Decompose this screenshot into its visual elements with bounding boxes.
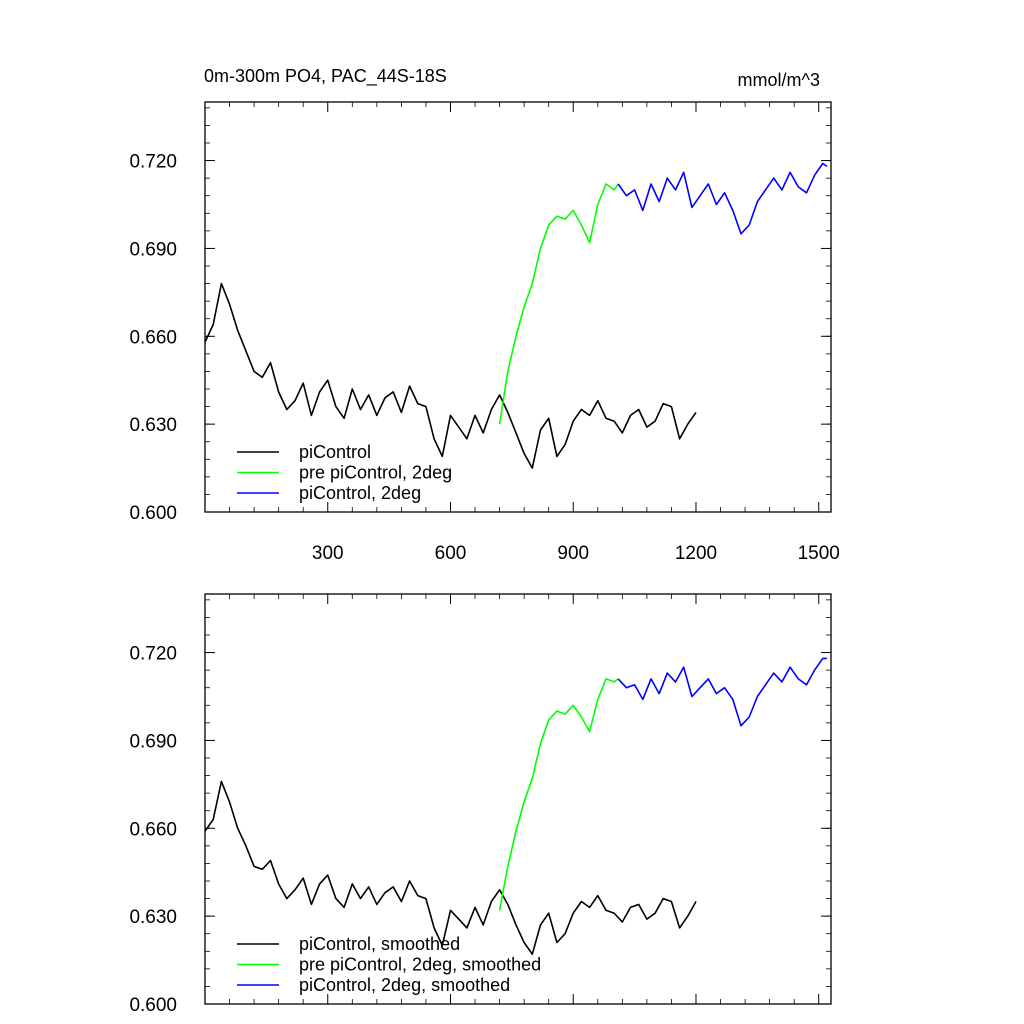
x-tick-label: 300 [312,543,344,564]
series-line-2 [617,657,827,727]
plot-frame [204,101,832,513]
series-line-0 [204,282,697,469]
series-lines [204,657,827,956]
units-label: mmol/m^3 [738,70,820,90]
series-lines [204,162,828,469]
y-tick-label: 0.600 [129,995,177,1016]
y-tick-label: 0.660 [129,327,177,348]
legend-label: piControl [299,442,371,462]
x-tick-label: 1500 [798,543,840,564]
y-tick-label: 0.690 [129,239,177,260]
plot-frame [204,593,832,1005]
legend-label: pre piControl, 2deg [299,463,452,483]
y-tick-label: 0.630 [129,415,177,436]
y-tick-label: 0.720 [129,644,177,665]
legend-label: piControl, 2deg, smoothed [299,975,510,995]
x-tick-label: 900 [557,543,589,564]
y-tick-label: 0.720 [129,152,177,173]
legend-label: piControl, smoothed [299,934,460,954]
series-line-2 [617,162,828,235]
series-line-0 [204,780,697,956]
x-tick-label: 1200 [675,543,717,564]
chart-title: 0m-300m PO4, PAC_44S-18S [204,66,447,87]
y-tick-label: 0.600 [129,503,177,524]
legend-label: pre piControl, 2deg, smoothed [299,955,541,975]
legend-label: piControl, 2deg [299,483,421,503]
bottom-panel: 0.600 0.630 0.660 0.690 0.720 piControl, smo… [129,593,832,1016]
top-panel: 0m-300m PO4, PAC_44S-18S mmol/m^3 0.6000… [129,66,839,564]
y-tick-label: 0.690 [129,731,177,752]
x-tick-label: 600 [435,543,467,564]
series-line-1 [498,183,619,425]
series-line-1 [498,678,619,911]
axis-ticks: 0.600 0.630 0.660 0.690 0.720 300 600 900 1200 15… [129,102,840,564]
y-tick-label: 0.630 [129,907,177,928]
axis-ticks: 0.600 0.630 0.660 0.690 0.720 [129,594,831,1016]
y-tick-label: 0.660 [129,819,177,840]
